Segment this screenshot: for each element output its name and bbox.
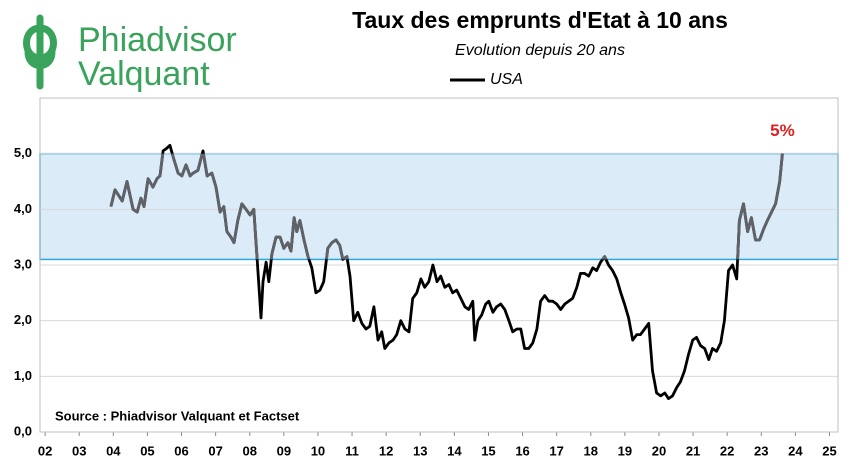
x-tick-label: 14 xyxy=(447,443,462,458)
y-tick-label: 1,0 xyxy=(14,368,32,383)
x-tick-label: 06 xyxy=(174,443,188,458)
x-tick-label: 16 xyxy=(515,443,529,458)
x-tick-label: 19 xyxy=(618,443,632,458)
logo-line1: Phiadvisor xyxy=(78,21,237,59)
x-tick-label: 21 xyxy=(686,443,700,458)
x-tick-label: 10 xyxy=(311,443,325,458)
x-tick-label: 23 xyxy=(754,443,768,458)
x-tick-label: 22 xyxy=(720,443,734,458)
y-tick-label: 4,0 xyxy=(14,201,32,216)
x-tick-label: 25 xyxy=(822,443,836,458)
x-tick-label: 24 xyxy=(788,443,803,458)
x-tick-label: 20 xyxy=(652,443,666,458)
x-tick-label: 15 xyxy=(481,443,495,458)
logo-icon xyxy=(23,14,57,90)
series-line-in-band xyxy=(109,153,784,260)
plot-frame xyxy=(39,97,839,433)
x-tick-label: 05 xyxy=(140,443,154,458)
x-tick-label: 17 xyxy=(549,443,563,458)
x-tick-label: 11 xyxy=(345,443,359,458)
x-tick-label: 02 xyxy=(38,443,52,458)
y-tick-label: 2,0 xyxy=(14,312,32,327)
highlight-band xyxy=(39,152,839,261)
chart-title: Taux des emprunts d'Etat à 10 ans xyxy=(352,7,728,33)
logo: Phiadvisor Valquant xyxy=(23,14,237,93)
y-tick-label: 5,0 xyxy=(14,145,32,160)
logo-line2: Valquant xyxy=(78,55,210,93)
y-tick-label: 0,0 xyxy=(14,423,32,438)
x-tick-label: 03 xyxy=(72,443,86,458)
y-tick-label: 3,0 xyxy=(14,256,32,271)
x-tick-label: 18 xyxy=(584,443,598,458)
annotation: 5% xyxy=(770,121,795,140)
x-tick-label: 09 xyxy=(277,443,291,458)
x-tick-label: 07 xyxy=(208,443,222,458)
x-tick-label: 12 xyxy=(379,443,393,458)
legend-label: USA xyxy=(490,71,523,88)
source: Source : Phiadvisor Valquant et Factset xyxy=(55,408,300,423)
x-tick-label: 13 xyxy=(413,443,427,458)
chart-subtitle: Evolution depuis 20 ans xyxy=(455,42,625,59)
x-tick-label: 08 xyxy=(242,443,256,458)
x-tick-label: 04 xyxy=(106,443,121,458)
